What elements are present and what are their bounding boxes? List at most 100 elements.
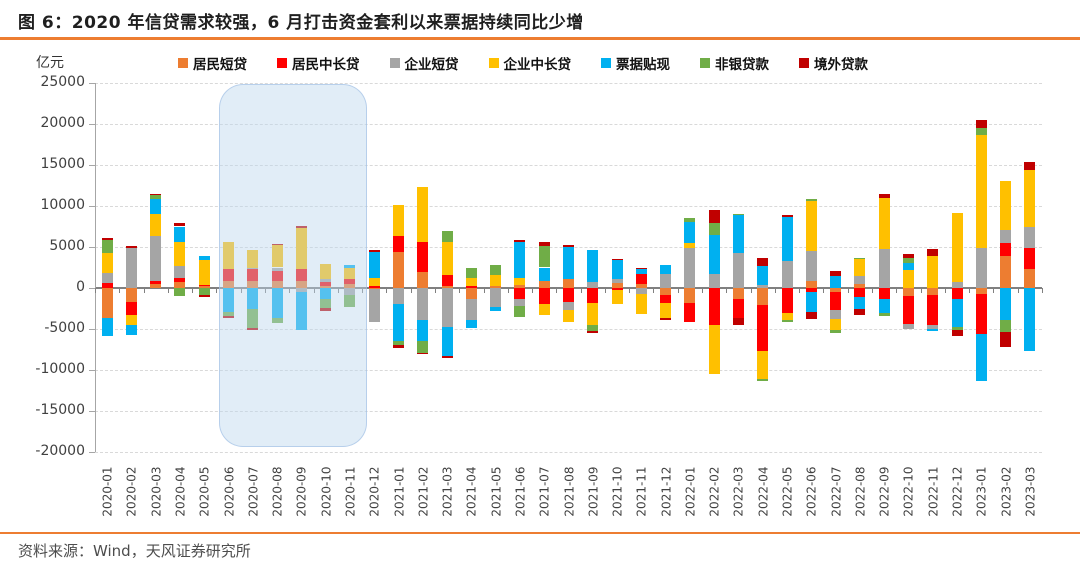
x-tick-label: 2022-04 — [756, 466, 771, 517]
gridline — [95, 124, 1042, 125]
legend-item: 居民中长贷 — [277, 53, 360, 73]
bar-segment-企业中长贷 — [757, 351, 769, 379]
category-tick — [556, 288, 558, 293]
bar-segment-企业中长贷 — [368, 277, 380, 287]
y-axis-tick — [89, 83, 95, 84]
x-tick-label: 2020-10 — [319, 466, 334, 517]
bar-segment-境外贷款 — [1000, 331, 1012, 347]
bar-segment-企业中长贷 — [951, 212, 963, 283]
bar-segment-票据贴现 — [878, 298, 890, 314]
category-tick — [604, 288, 606, 293]
bar-segment-非银贷款 — [1000, 319, 1012, 332]
bar-segment-票据贴现 — [198, 255, 210, 260]
bar-segment-企业中长贷 — [635, 293, 647, 315]
bar-segment-居民短贷 — [271, 280, 283, 288]
bar-segment-境外贷款 — [951, 329, 963, 337]
bar-segment-企业短贷 — [611, 278, 623, 284]
bar-segment-居民中长贷 — [927, 295, 939, 325]
bar-segment-企业短贷 — [563, 301, 574, 311]
bar-segment-境外贷款 — [732, 317, 744, 325]
gridline — [95, 206, 1042, 207]
category-tick — [896, 288, 898, 293]
x-tick-label: 2020-08 — [270, 466, 285, 517]
bar-segment-居民中长贷 — [660, 295, 672, 303]
bar-segment-企业中长贷 — [465, 278, 477, 286]
category-tick — [920, 288, 922, 293]
bar-segment-居民中长贷 — [587, 288, 599, 304]
bar-segment-居民中长贷 — [757, 305, 769, 352]
x-tick-label: 2020-02 — [124, 466, 139, 517]
bar-segment-企业中长贷 — [660, 302, 672, 318]
bar-segment-票据贴现 — [805, 292, 817, 312]
bar-segment-居民中长贷 — [368, 286, 380, 288]
bar-segment-居民短贷 — [975, 288, 987, 294]
y-axis-tick — [89, 165, 95, 166]
bar-segment-企业中长贷 — [854, 259, 866, 276]
bar-segment-非银贷款 — [757, 379, 769, 381]
bar-segment-居民中长贷 — [732, 298, 744, 318]
category-tick — [264, 288, 266, 293]
gridline — [95, 452, 1042, 453]
bar-segment-居民中长贷 — [708, 288, 720, 325]
bar-segment-非银贷款 — [805, 199, 817, 202]
bar-segment-境外贷款 — [393, 344, 405, 348]
bar-segment-居民中长贷 — [902, 296, 914, 325]
legend-swatch — [389, 58, 400, 68]
bar-segment-非银贷款 — [854, 258, 866, 260]
category-tick — [143, 288, 145, 293]
bar-segment-非银贷款 — [514, 305, 526, 318]
bar-segment-企业短贷 — [465, 298, 477, 320]
bar-segment-境外贷款 — [587, 331, 599, 333]
bar-segment-企业中长贷 — [174, 242, 186, 266]
gridline — [95, 83, 1042, 84]
bar-segment-境外贷款 — [757, 258, 769, 267]
bar-segment-企业中长贷 — [514, 278, 526, 285]
bar-segment-票据贴现 — [975, 333, 987, 382]
bar-segment-票据贴现 — [247, 288, 259, 309]
x-tick-label: 2022-05 — [780, 466, 795, 517]
bar-segment-境外贷款 — [441, 356, 453, 358]
bar-segment-境外贷款 — [611, 258, 623, 261]
category-tick — [362, 288, 364, 293]
legend-item: 非银贷款 — [700, 53, 769, 73]
bar-segment-企业中长贷 — [684, 242, 696, 248]
x-tick-label: 2021-03 — [440, 466, 455, 517]
bar-segment-境外贷款 — [854, 309, 866, 316]
legend-label: 非银贷款 — [715, 57, 769, 73]
bar-segment-非银贷款 — [223, 311, 235, 316]
bar-segment-居民中长贷 — [1024, 247, 1036, 270]
bar-segment-票据贴现 — [1024, 288, 1036, 352]
bar-segment-非银贷款 — [902, 257, 914, 264]
bar-segment-居民中长贷 — [271, 270, 283, 281]
gridline — [95, 370, 1042, 371]
y-tick-label: 20000 — [40, 115, 85, 131]
bar-segment-企业中长贷 — [1000, 181, 1012, 230]
bar-segment-境外贷款 — [781, 215, 793, 218]
bar-segment-企业短贷 — [1000, 229, 1012, 243]
category-tick — [119, 288, 121, 293]
bar-segment-企业短贷 — [757, 285, 769, 288]
bar-segment-企业中长贷 — [538, 303, 550, 316]
legend-swatch — [178, 58, 188, 68]
bar-segment-企业中长贷 — [1024, 170, 1036, 227]
bar-segment-企业中长贷 — [805, 201, 817, 251]
legend-swatch — [799, 58, 809, 68]
bar-segment-票据贴现 — [660, 264, 672, 275]
x-tick-label: 2020-12 — [367, 466, 382, 517]
bar-segment-非银贷款 — [417, 341, 429, 353]
bar-segment-居民中长贷 — [830, 292, 842, 311]
bar-segment-非银贷款 — [198, 288, 210, 296]
y-axis-tick — [89, 370, 95, 371]
bar-segment-企业短贷 — [417, 288, 429, 320]
y-axis-tick — [89, 288, 95, 289]
y-tick-label: -10000 — [35, 361, 85, 377]
legend-swatch — [601, 58, 611, 68]
bar-segment-居民短贷 — [125, 288, 137, 302]
y-tick-label: 15000 — [40, 156, 85, 172]
bar-segment-居民中长贷 — [878, 288, 890, 299]
x-tick-label: 2020-11 — [343, 466, 358, 517]
bar-segment-非银贷款 — [490, 265, 502, 276]
category-tick — [459, 288, 461, 293]
bar-segment-居民中长贷 — [441, 274, 453, 286]
bar-segment-企业中长贷 — [708, 324, 720, 375]
